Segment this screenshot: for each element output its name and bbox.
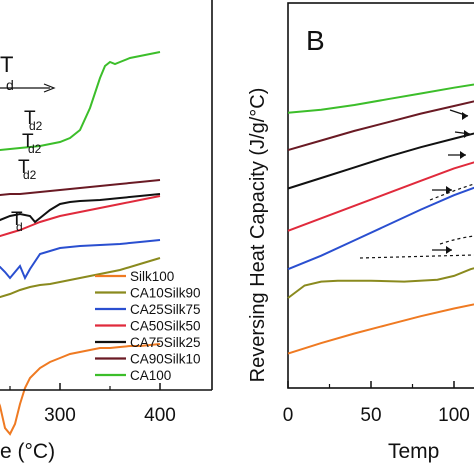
panel-a-x-tick-label: 300: [44, 405, 76, 426]
panel-a-series-lines: [0, 51, 161, 436]
panel-a-annotation-subscript: d2: [28, 142, 42, 156]
panel-a-annotation-symbol: T: [0, 52, 13, 77]
panel-a-annotation-symbol: T: [18, 157, 30, 178]
panel-b-x-ticks: 0 50 100: [283, 381, 470, 426]
panel-b-frame: [287, 2, 474, 389]
legend-label-ca50silk50: CA50Silk50: [130, 319, 201, 334]
panel-a-annotation-symbol: T: [22, 131, 34, 152]
panel-b-line-silk100: [287, 303, 474, 355]
panel-a-line-silk100: [0, 343, 161, 436]
legend-label-ca10silk90: CA10Silk90: [130, 286, 201, 301]
panel-a-line-ca75silk25: [0, 193, 161, 224]
panel-b-x-tick-label: 0: [283, 405, 294, 426]
legend-label-silk100: Silk100: [130, 269, 174, 284]
panel-b-tangent-guide: [429, 183, 474, 201]
panel-b-line-ca75silk25: [287, 132, 474, 190]
panel-b-line-ca50silk50: [287, 161, 474, 232]
panel-a-line-ca90silk10: [0, 179, 161, 197]
panel-a-line-ca100: [0, 51, 161, 152]
legend-label-ca25silk75: CA25Silk75: [130, 302, 201, 317]
panel-b-series-lines: [287, 83, 474, 355]
panel-a-line-ca50silk50: [0, 195, 161, 238]
panel-a-line-ca25silk75: [0, 239, 161, 281]
panel-a-td-arrow-head: [43, 83, 56, 93]
panel-b-y-axis-label: Reversing Heat Capacity (J/g/°C): [247, 88, 269, 383]
panel-a-annotation-subscript: d2: [29, 119, 43, 133]
panel-b-transition-arrow-head: [462, 112, 468, 120]
panel-b-x-tick-label: 100: [438, 405, 470, 426]
panel-b-transition-arrow-head: [446, 246, 452, 254]
panel-a-annotation-symbol: T: [11, 209, 23, 230]
panel-b-transition-arrow-head: [446, 186, 452, 194]
panel-b-x-tick-label: 50: [360, 405, 381, 426]
panel-a-annotation-symbol: T: [24, 108, 36, 129]
panel-b-transition-arrow-head: [464, 130, 470, 138]
panel-b-arrows: [359, 109, 474, 259]
panel-a-annotation-subscript: d2: [23, 168, 37, 182]
panel-a-x-axis-label: e (°C): [0, 440, 55, 463]
panel-b-tangent-guide: [439, 235, 474, 245]
panel-b: 0 50 100 B Reversing Heat Capacity (J/g/°C…: [247, 2, 474, 463]
legend-label-ca90silk10: CA90Silk10: [130, 352, 201, 367]
panel-b-tangent-guide: [359, 254, 474, 259]
panel-a-annotation-subscript: d: [16, 220, 23, 234]
panel-a-line-ca10silk90: [0, 257, 161, 299]
panel-b-line-ca100: [287, 83, 474, 114]
panel-b-transition-arrow-head: [460, 151, 466, 159]
panel-b-line-ca90silk10: [287, 100, 474, 152]
legend-label-ca75silk25: CA75Silk25: [130, 335, 201, 350]
panel-b-label: B: [306, 25, 325, 56]
legend-label-ca100: CA100: [130, 368, 171, 383]
panel-a-x-tick-label: 400: [144, 405, 176, 426]
panel-a-x-ticks: 300 400: [9, 383, 176, 426]
panel-b-line-ca25silk75: [287, 186, 474, 271]
panel-b-line-ca10silk90: [287, 267, 474, 299]
panel-b-x-axis-label: Temp: [388, 440, 439, 463]
panel-a-annotation-subscript: d: [6, 77, 14, 93]
